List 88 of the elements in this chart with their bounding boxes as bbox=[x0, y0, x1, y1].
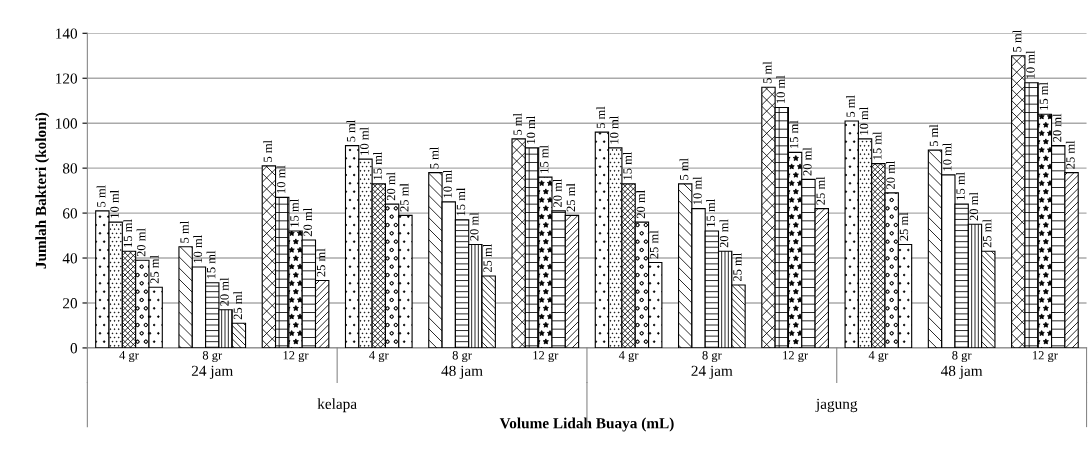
y-tick-label: 120 bbox=[56, 73, 78, 84]
text: 25 ml bbox=[649, 230, 659, 259]
text: 15 ml bbox=[289, 199, 299, 227]
text: 20 ml bbox=[136, 228, 146, 257]
x-tick-label: 12 gr bbox=[1032, 351, 1058, 363]
text: 10 ml bbox=[692, 176, 702, 205]
text: 15 ml bbox=[706, 199, 715, 227]
text: 5 ml bbox=[1012, 30, 1022, 52]
text: 20 ml bbox=[1052, 113, 1062, 142]
text: 5 ml bbox=[429, 146, 439, 169]
text: 5 ml bbox=[179, 221, 189, 243]
text: 10 ml bbox=[776, 75, 785, 103]
y-tick-label: 0 bbox=[70, 343, 78, 354]
y-tick-label: 60 bbox=[63, 208, 78, 219]
text: 15 ml bbox=[955, 172, 965, 200]
x-tick-label: 12 gr bbox=[533, 351, 559, 363]
text: 25 ml bbox=[316, 248, 326, 277]
text: 5 ml bbox=[596, 106, 606, 129]
text: 5 ml bbox=[679, 158, 689, 180]
x-tick-label: 4 gr bbox=[868, 351, 889, 363]
text: 25 ml bbox=[233, 291, 243, 320]
text: 15 ml bbox=[539, 145, 549, 173]
text: 10 ml bbox=[609, 115, 619, 144]
x-tick-label: 8 gr bbox=[452, 351, 472, 363]
text: jagung bbox=[815, 398, 858, 413]
text: 15 ml bbox=[206, 250, 216, 279]
text: 25 ml bbox=[149, 255, 159, 284]
text: 25 ml bbox=[732, 253, 742, 282]
x-tick-label: 8 gr bbox=[702, 351, 722, 363]
text: 20 ml bbox=[969, 192, 979, 221]
text: 5 ml bbox=[929, 124, 939, 147]
x-tick-label: 4 gr bbox=[369, 351, 389, 363]
text: 20 ml bbox=[469, 212, 479, 241]
x-axis-title: Volume Lidah Buaya (mL) bbox=[499, 417, 674, 432]
text: 5 ml bbox=[846, 95, 855, 117]
text: 48 jam bbox=[940, 365, 983, 380]
y-tick-label: 40 bbox=[62, 253, 78, 264]
text: 25 ml bbox=[899, 212, 909, 241]
text: 25 ml bbox=[816, 176, 825, 205]
y-axis-title: Jumlah Bakteri (koloni) bbox=[35, 112, 50, 269]
text: 20 ml bbox=[802, 147, 812, 176]
y-tick-label: 100 bbox=[56, 118, 78, 129]
text: 15 ml bbox=[123, 219, 133, 247]
text: 20 ml bbox=[636, 190, 646, 219]
text: 10 ml bbox=[859, 106, 869, 135]
text: 20 ml bbox=[303, 208, 312, 237]
text: 5 ml bbox=[263, 140, 273, 162]
x-tick-label: 12 gr bbox=[283, 351, 309, 363]
text: 20 ml bbox=[552, 178, 562, 207]
x-tick-label: 4 gr bbox=[119, 351, 139, 363]
text: 20 ml bbox=[719, 219, 729, 248]
text: 25 ml bbox=[566, 183, 576, 212]
text: 10 ml bbox=[1025, 50, 1035, 79]
text: 10 ml bbox=[942, 142, 952, 171]
text: 48 jam bbox=[441, 365, 483, 380]
text: 15 ml bbox=[456, 187, 466, 216]
text: 20 ml bbox=[886, 160, 895, 189]
text: 5 ml bbox=[346, 119, 356, 142]
text: 20 ml bbox=[386, 172, 396, 201]
text: 10 ml bbox=[443, 169, 452, 198]
text: 5 ml bbox=[762, 61, 772, 84]
text: 5 ml bbox=[96, 185, 106, 207]
text: 24 jam bbox=[691, 365, 733, 380]
x-tick-label: 8 gr bbox=[952, 351, 972, 363]
text: 15 ml bbox=[789, 120, 799, 148]
text: 10 ml bbox=[359, 127, 369, 155]
x-tick-label: 12 gr bbox=[783, 351, 809, 363]
text: 10 ml bbox=[276, 165, 286, 193]
y-tick-label: 140 bbox=[56, 28, 78, 39]
text: 25 ml bbox=[399, 183, 409, 212]
text: 25 ml bbox=[982, 219, 992, 248]
text: 24 jam bbox=[191, 365, 234, 380]
y-tick-label: 80 bbox=[62, 163, 78, 174]
text: 10 ml bbox=[526, 115, 536, 144]
text: 5 ml bbox=[513, 113, 522, 135]
text: 25 ml bbox=[1065, 140, 1075, 169]
text: 10 ml bbox=[110, 190, 119, 218]
text: kelapa bbox=[317, 398, 357, 413]
text: 15 ml bbox=[872, 131, 882, 160]
text: 25 ml bbox=[483, 244, 492, 273]
text: 15 ml bbox=[1039, 82, 1049, 110]
x-tick-label: 8 gr bbox=[202, 351, 223, 363]
y-tick-label: 20 bbox=[63, 298, 78, 309]
text: 10 ml bbox=[193, 235, 203, 263]
x-tick-label: 4 gr bbox=[618, 351, 639, 363]
text: 15 ml bbox=[373, 151, 382, 180]
text: 20 ml bbox=[219, 277, 229, 306]
text: 15 ml bbox=[622, 151, 632, 180]
